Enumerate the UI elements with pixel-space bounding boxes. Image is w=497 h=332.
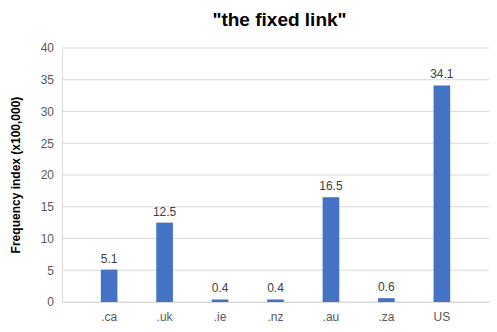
y-tick-label: 40 xyxy=(41,41,55,55)
grid-line xyxy=(62,175,489,176)
x-tick-label: US xyxy=(434,310,451,324)
y-tick: 20 xyxy=(41,168,62,182)
grid-line xyxy=(62,111,489,112)
data-label: 34.1 xyxy=(430,67,454,81)
x-tick-label: .ca xyxy=(101,310,117,324)
x-tick: .au xyxy=(323,310,340,324)
y-tick: 25 xyxy=(41,137,62,151)
y-tick: 40 xyxy=(41,41,62,55)
data-labels: 5.1 12.5 0.4 0.4 16.5 0.6 34.1 xyxy=(101,67,454,295)
data-label: 16.5 xyxy=(319,179,343,193)
grid-line xyxy=(62,48,489,49)
data-label: 0.6 xyxy=(378,280,395,294)
y-tick: 30 xyxy=(41,105,62,119)
x-axis-line xyxy=(63,302,490,303)
y-tick-label: 25 xyxy=(41,137,55,151)
grid-line xyxy=(62,270,489,271)
bar xyxy=(212,299,229,302)
y-tick-label: 20 xyxy=(41,168,55,182)
x-tick: .nz xyxy=(267,310,283,324)
y-tick-label: 35 xyxy=(41,73,55,87)
x-tick: .za xyxy=(378,310,394,324)
bar xyxy=(434,85,451,302)
bar xyxy=(267,299,284,302)
chart: 0 5 10 15 20 25 30 35 40 .ca .uk .ie .nz .au .za US 5.1 1… xyxy=(0,0,497,332)
y-tick-label: 30 xyxy=(41,105,55,119)
y-tick-label: 5 xyxy=(47,264,54,278)
bar xyxy=(101,270,118,302)
x-tick-label: .uk xyxy=(157,310,174,324)
grid xyxy=(62,48,489,302)
grid-line xyxy=(62,143,489,144)
bar xyxy=(156,223,173,302)
data-label: 0.4 xyxy=(267,281,284,295)
y-tick: 35 xyxy=(41,73,62,87)
y-tick: 5 xyxy=(47,264,62,278)
grid-line xyxy=(62,79,489,80)
y-tick: 0 xyxy=(47,295,62,309)
x-tick-label: .nz xyxy=(267,310,283,324)
title: "the fixed link" xyxy=(212,9,346,30)
x-axis: .ca .uk .ie .nz .au .za US xyxy=(63,303,490,324)
x-tick-label: .au xyxy=(323,310,340,324)
y-axis-title: Frequency index (x100,000) xyxy=(9,97,23,254)
y-tick: 15 xyxy=(41,200,62,214)
x-tick: US xyxy=(434,310,451,324)
y-tick-label: 15 xyxy=(41,200,55,214)
grid-line xyxy=(62,238,489,239)
y-tick-label: 0 xyxy=(47,295,54,309)
bar xyxy=(378,298,395,302)
bars xyxy=(101,85,450,302)
x-tick: .ie xyxy=(214,310,227,324)
x-tick-label: .ie xyxy=(214,310,227,324)
grid-line xyxy=(62,206,489,207)
x-tick-label: .za xyxy=(378,310,394,324)
bar xyxy=(323,197,340,302)
x-tick: .uk xyxy=(157,310,174,324)
data-label: 0.4 xyxy=(212,281,229,295)
y-axis-line xyxy=(62,49,63,303)
y-tick: 10 xyxy=(41,232,62,246)
x-tick: .ca xyxy=(101,310,117,324)
data-label: 5.1 xyxy=(101,252,118,266)
y-tick-label: 10 xyxy=(41,232,55,246)
y-axis: 0 5 10 15 20 25 30 35 40 xyxy=(41,41,63,309)
data-label: 12.5 xyxy=(153,205,177,219)
